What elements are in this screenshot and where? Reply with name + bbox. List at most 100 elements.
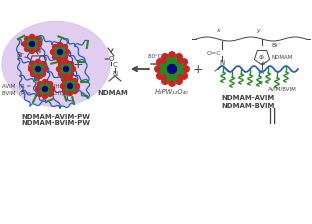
Circle shape [46, 90, 50, 94]
Circle shape [157, 73, 163, 79]
Circle shape [178, 58, 183, 63]
Circle shape [62, 54, 67, 59]
Circle shape [36, 67, 41, 71]
Circle shape [165, 58, 172, 65]
Circle shape [172, 58, 179, 65]
Circle shape [33, 69, 37, 74]
Circle shape [61, 64, 66, 69]
Circle shape [37, 91, 42, 97]
Text: ⊕: ⊕ [258, 54, 264, 60]
Circle shape [157, 59, 163, 65]
Circle shape [178, 75, 183, 80]
Circle shape [47, 91, 52, 97]
Circle shape [64, 67, 69, 71]
Text: NDMAM-AVIM-PW: NDMAM-AVIM-PW [22, 114, 90, 120]
Circle shape [55, 52, 60, 57]
Circle shape [65, 86, 70, 91]
Text: O: O [108, 56, 114, 62]
Circle shape [71, 86, 75, 91]
Text: O=C: O=C [207, 50, 221, 56]
Circle shape [61, 69, 66, 74]
Circle shape [61, 84, 66, 88]
Circle shape [68, 62, 73, 67]
Circle shape [162, 78, 168, 84]
Text: NDMAM-BVIM: NDMAM-BVIM [221, 103, 275, 109]
Circle shape [172, 73, 179, 80]
Circle shape [46, 84, 50, 88]
Circle shape [56, 67, 61, 71]
Text: +: + [73, 58, 83, 71]
Circle shape [22, 41, 27, 47]
Circle shape [62, 79, 68, 84]
Circle shape [72, 88, 77, 93]
Text: +: + [193, 62, 203, 75]
Circle shape [32, 39, 37, 43]
Circle shape [65, 50, 70, 54]
Text: N: N [35, 48, 41, 54]
Circle shape [52, 54, 57, 59]
Circle shape [30, 41, 35, 47]
Circle shape [30, 34, 35, 39]
Circle shape [169, 80, 175, 86]
Circle shape [59, 71, 64, 76]
Circle shape [177, 69, 183, 76]
Circle shape [160, 69, 168, 76]
Circle shape [47, 82, 52, 86]
Circle shape [66, 69, 71, 74]
Circle shape [64, 73, 69, 78]
Circle shape [161, 58, 166, 63]
Circle shape [160, 62, 168, 69]
Circle shape [62, 45, 67, 50]
Circle shape [183, 66, 189, 72]
Circle shape [176, 54, 182, 60]
Circle shape [28, 67, 33, 71]
Circle shape [33, 64, 37, 69]
Circle shape [36, 86, 41, 91]
Circle shape [31, 62, 36, 67]
Text: NDMAM-BVIM-PW: NDMAM-BVIM-PW [22, 120, 90, 126]
Circle shape [75, 84, 80, 88]
Text: x: x [216, 28, 220, 33]
Circle shape [155, 66, 161, 72]
Circle shape [34, 37, 39, 41]
Text: C: C [113, 62, 117, 68]
Circle shape [31, 71, 36, 76]
Circle shape [181, 73, 187, 79]
Circle shape [50, 86, 55, 91]
Circle shape [42, 80, 47, 84]
Circle shape [36, 60, 41, 65]
Circle shape [52, 45, 57, 50]
Circle shape [32, 45, 37, 49]
Circle shape [67, 84, 72, 88]
Circle shape [61, 52, 65, 57]
Circle shape [61, 47, 65, 52]
Circle shape [42, 93, 47, 99]
Circle shape [72, 79, 77, 84]
Circle shape [27, 39, 32, 43]
Text: BVIM  (R = -(CH₂)₃CH₃): BVIM (R = -(CH₂)₃CH₃) [2, 91, 64, 96]
Text: H₃PW₁₂O₄₀: H₃PW₁₂O₄₀ [155, 89, 189, 95]
Circle shape [68, 71, 73, 76]
Circle shape [25, 46, 30, 52]
Circle shape [168, 65, 177, 73]
Text: N: N [112, 71, 118, 77]
Circle shape [65, 81, 70, 86]
Circle shape [64, 60, 69, 65]
Text: R: R [36, 78, 40, 84]
Text: Br⁻: Br⁻ [271, 43, 281, 47]
Circle shape [71, 67, 76, 71]
Circle shape [34, 46, 39, 52]
Text: AVIM  (R = -(CH₂)₂NH₂): AVIM (R = -(CH₂)₂NH₂) [2, 84, 64, 89]
Circle shape [57, 50, 62, 54]
Circle shape [37, 41, 41, 47]
Circle shape [42, 86, 47, 91]
Circle shape [57, 56, 62, 62]
Text: N: N [219, 60, 225, 66]
Circle shape [38, 64, 43, 69]
Circle shape [71, 81, 75, 86]
Circle shape [57, 43, 62, 47]
Circle shape [27, 45, 32, 49]
Ellipse shape [2, 22, 110, 106]
Text: R: R [260, 69, 264, 75]
Text: ⊕: ⊕ [34, 62, 40, 67]
